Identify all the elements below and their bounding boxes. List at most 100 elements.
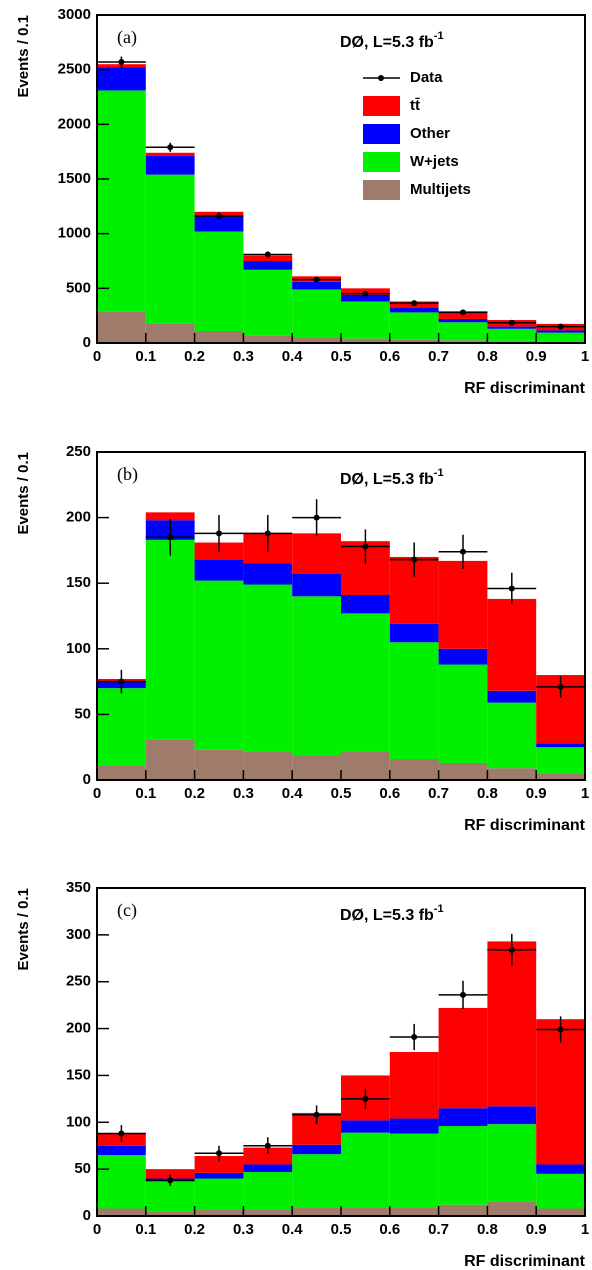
x-tick-label: 0.5 [331,785,352,802]
bar-segment [145,1169,195,1179]
bar-segment [97,688,146,766]
bar-segment [292,574,341,597]
bar-segment [194,231,244,331]
x-tick-label: 0.7 [428,1221,449,1238]
data-point [118,678,125,685]
panel-label: (a) [117,27,137,48]
x-tick-label: 0.9 [526,348,547,365]
x-tick-label: 0.2 [184,348,205,365]
x-tick-label: 0.2 [184,785,205,802]
bar-segment [389,642,439,760]
y-tick-label: 0 [83,771,91,788]
data-point [264,1142,271,1149]
x-axis-label: RF discriminant [464,1253,586,1270]
bar-segment [194,749,244,780]
panel-label: (c) [117,900,137,921]
bar-segment [438,560,488,649]
bar-segment [389,1118,439,1134]
bar-segment [292,289,341,338]
bar-segment [487,598,537,691]
bar-segment [97,311,146,343]
x-tick-label: 1 [581,785,589,802]
bar-segment [341,1207,390,1216]
bar-segment [536,1164,585,1174]
y-tick-label: 50 [74,705,91,722]
bar-segment [487,702,537,769]
bar-segment [487,690,537,703]
bar-segment [389,1052,439,1119]
bar-segment [341,301,390,339]
x-tick-label: 0.4 [282,348,304,365]
bar-segment [389,339,439,343]
y-tick-label: 250 [66,443,91,460]
bar-segment [341,1132,390,1208]
x-tick-label: 0.6 [379,785,400,802]
annotation: DØ, L=5.3 fb-1 [340,30,444,51]
data-point [557,1026,564,1033]
bar-segment [97,1208,146,1216]
bar-segment [243,1147,293,1165]
x-tick-label: 0.6 [379,348,400,365]
bar-segment [536,743,585,748]
data-point [216,213,222,220]
bar-segment [243,563,293,585]
bar-segment [487,326,537,329]
data-point [362,1095,369,1102]
annotation-sup: -1 [434,467,444,479]
bar-segment [292,281,341,290]
x-tick-label: 0.3 [233,348,254,365]
bar-segment [341,1120,390,1133]
bar-segment [145,156,195,175]
panel-label: (b) [117,464,138,485]
y-tick-label: 300 [66,926,91,943]
x-tick-label: 0.6 [379,1221,400,1238]
bar-segment [243,335,293,343]
bar-segment [292,1154,341,1208]
data-point [216,1150,222,1157]
bar-segment [438,340,488,343]
bar-segment [536,1019,585,1165]
annotation-sup: -1 [434,30,444,42]
bar-segment [194,216,244,232]
x-tick-label: 1 [581,348,589,365]
data-point [216,530,222,537]
bar-segment [145,512,195,521]
x-tick-label: 0.8 [477,348,498,365]
y-tick-label: 1500 [58,170,91,187]
x-tick-label: 0.7 [428,785,449,802]
data-point [411,300,418,307]
data-point [167,534,174,541]
bar-segment [341,613,390,752]
annotation: DØ, L=5.3 fb-1 [340,903,444,924]
y-tick-label: 2500 [58,61,91,78]
data-point [118,59,125,66]
y-tick-label: 100 [66,1113,91,1130]
x-tick-label: 0.8 [477,1221,498,1238]
bar-segment [487,1106,537,1125]
x-tick-label: 0 [93,348,101,365]
bar-segment [536,1208,585,1216]
bar-segment [292,533,341,575]
bar-segment [389,623,439,643]
data-point [362,290,369,297]
x-axis-label: RF discriminant [464,380,586,397]
panel: 0 500 1000 1500 2000 2500 3000 0 0.1 0.2 0.3 0.4 0.5… [15,6,589,397]
bar-segment [194,1172,244,1179]
data-point [508,585,515,592]
bar-segment [438,318,488,323]
data-point [264,530,271,537]
y-axis-label: Events / 0.1 [15,15,32,98]
y-axis-label: Events / 0.1 [15,452,32,535]
y-tick-label: 100 [66,640,91,657]
data-point [460,309,466,316]
y-tick-label: 2000 [58,115,91,132]
bar-segment [145,323,195,343]
legend-label: tt̄ [410,97,420,114]
bar-segment [145,739,195,780]
bar-segment [145,152,195,157]
x-tick-label: 0.4 [282,785,304,802]
bar-segment [194,580,244,750]
panel: 0 50 100 150 200 250 0 0.1 0.2 0.3 0.4 0.5 0.6 0.7 0.8… [15,443,589,834]
data-point [313,276,320,283]
